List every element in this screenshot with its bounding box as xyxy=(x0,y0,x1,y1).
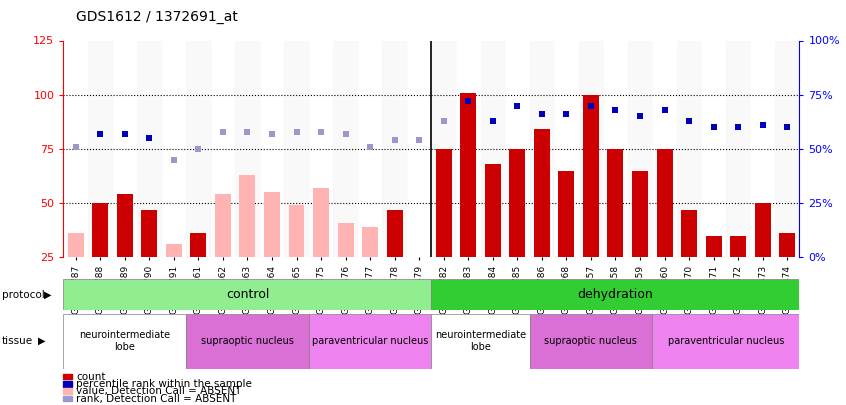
Bar xyxy=(88,40,113,257)
Bar xyxy=(431,40,456,257)
Bar xyxy=(726,40,750,257)
Bar xyxy=(162,40,186,257)
Bar xyxy=(288,205,305,257)
Bar xyxy=(632,171,648,257)
Bar xyxy=(382,40,407,257)
Bar xyxy=(260,40,284,257)
Text: ▶: ▶ xyxy=(38,336,46,346)
Text: GDS1612 / 1372691_at: GDS1612 / 1372691_at xyxy=(76,10,238,24)
Bar xyxy=(554,40,579,257)
Bar xyxy=(681,209,697,257)
Bar xyxy=(677,40,701,257)
Text: neurointermediate
lobe: neurointermediate lobe xyxy=(435,330,526,352)
Bar xyxy=(607,149,624,257)
Bar xyxy=(485,164,501,257)
Bar xyxy=(338,222,354,257)
Bar xyxy=(215,194,231,257)
Bar xyxy=(362,227,378,257)
Bar xyxy=(652,40,677,257)
Bar xyxy=(190,233,206,257)
Bar xyxy=(407,40,431,257)
Bar xyxy=(706,236,722,257)
Bar xyxy=(456,40,481,257)
Text: value, Detection Call = ABSENT: value, Detection Call = ABSENT xyxy=(76,386,241,396)
Bar xyxy=(141,209,157,257)
Text: supraoptic nucleus: supraoptic nucleus xyxy=(545,336,637,346)
Bar xyxy=(779,233,795,257)
Bar xyxy=(431,279,799,310)
Bar xyxy=(358,40,382,257)
Text: protocol: protocol xyxy=(2,290,45,300)
Bar xyxy=(235,40,260,257)
Bar xyxy=(333,40,358,257)
Bar xyxy=(755,203,771,257)
Bar xyxy=(530,314,652,369)
Text: rank, Detection Call = ABSENT: rank, Detection Call = ABSENT xyxy=(76,394,237,403)
Bar xyxy=(186,40,211,257)
Bar xyxy=(137,40,162,257)
Bar xyxy=(656,149,673,257)
Text: paraventricular nucleus: paraventricular nucleus xyxy=(667,336,784,346)
Bar xyxy=(652,314,799,369)
Text: supraoptic nucleus: supraoptic nucleus xyxy=(201,336,294,346)
Bar xyxy=(460,92,476,257)
Bar xyxy=(411,257,427,290)
Bar xyxy=(63,279,431,310)
Bar xyxy=(166,244,182,257)
Bar xyxy=(309,40,333,257)
Bar xyxy=(583,95,599,257)
Bar xyxy=(211,40,235,257)
Bar xyxy=(579,40,603,257)
Text: neurointermediate
lobe: neurointermediate lobe xyxy=(80,330,170,352)
Text: ▶: ▶ xyxy=(44,290,52,300)
Bar xyxy=(264,192,280,257)
Bar xyxy=(63,40,88,257)
Text: paraventricular nucleus: paraventricular nucleus xyxy=(312,336,428,346)
Bar xyxy=(534,129,550,257)
Bar xyxy=(558,171,574,257)
Bar xyxy=(603,40,628,257)
Bar xyxy=(117,194,133,257)
Text: count: count xyxy=(76,372,106,382)
Bar xyxy=(750,40,775,257)
Bar xyxy=(775,40,799,257)
Bar xyxy=(63,314,186,369)
Text: control: control xyxy=(226,288,269,301)
Bar xyxy=(436,149,452,257)
Bar xyxy=(505,40,530,257)
Bar xyxy=(387,209,403,257)
Text: percentile rank within the sample: percentile rank within the sample xyxy=(76,379,252,389)
Bar xyxy=(701,40,726,257)
Bar xyxy=(284,40,309,257)
Bar xyxy=(481,40,505,257)
Bar xyxy=(68,233,84,257)
Bar xyxy=(530,40,554,257)
Bar xyxy=(92,203,108,257)
Bar xyxy=(113,40,137,257)
Bar xyxy=(309,314,431,369)
Bar xyxy=(509,149,525,257)
Text: tissue: tissue xyxy=(2,336,33,346)
Bar xyxy=(186,314,309,369)
Bar xyxy=(730,236,746,257)
Text: dehydration: dehydration xyxy=(578,288,653,301)
Bar xyxy=(313,188,329,257)
Bar xyxy=(431,314,530,369)
Bar xyxy=(628,40,652,257)
Bar xyxy=(239,175,255,257)
